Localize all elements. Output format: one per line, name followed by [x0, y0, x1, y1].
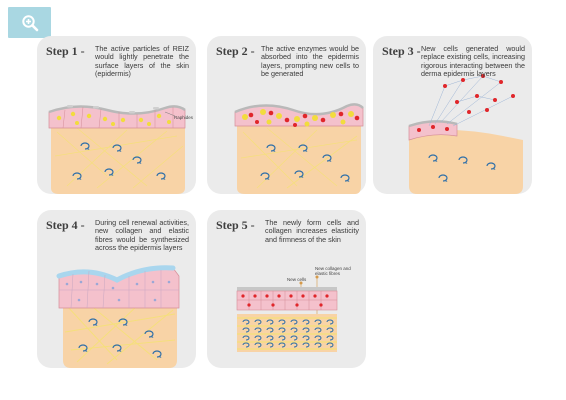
step-1-label: Step 1 -: [46, 44, 85, 58]
raphides-label: Raphides: [174, 115, 194, 120]
step-5-header: Step 5 - The newly form cells and collag…: [216, 218, 359, 264]
step-5-text: The newly form cells and collagen increa…: [265, 218, 359, 244]
step-5-illustration: New cells New collagen and elastic fibre…: [236, 266, 351, 352]
step-2-text: The active enzymes would be absorbed int…: [261, 44, 359, 79]
step-4-illustration: [56, 265, 180, 368]
step-1-text: The active particles of REIZ would light…: [95, 44, 189, 79]
step-1-header: Step 1 - The active particles of REIZ wo…: [46, 44, 189, 90]
step-3-text: New cells generated would replace existi…: [421, 44, 525, 79]
step-4-text: During cell renewal activities, new coll…: [95, 218, 189, 253]
step-3-illustration: [408, 74, 523, 194]
new-collagen-label-1: New collagen and: [315, 266, 351, 271]
step-5-label: Step 5 -: [216, 218, 255, 232]
step-3-card: Step 3 - New cells generated would repla…: [373, 36, 532, 194]
step-4-header: Step 4 - During cell renewal activities,…: [46, 218, 189, 264]
step-4-card: Step 4 - During cell renewal activities,…: [37, 210, 196, 368]
step-4-label: Step 4 -: [46, 218, 85, 232]
new-cells-label: New cells: [287, 277, 307, 282]
step-2-header: Step 2 - The active enzymes would be abs…: [216, 44, 359, 90]
new-collagen-label-2: elastic fibres: [315, 271, 341, 276]
step-2-card: Step 2 - The active enzymes would be abs…: [207, 36, 366, 194]
step-5-card: New cells New collagen and elastic fibre…: [207, 210, 366, 368]
step-2-illustration: [234, 103, 364, 194]
step-3-header: Step 3 - New cells generated would repla…: [382, 44, 525, 90]
zoom-in-icon: [21, 14, 38, 31]
step-3-label: Step 3 -: [382, 44, 421, 58]
step-2-label: Step 2 -: [216, 44, 255, 58]
step-1-illustration: Raphides: [48, 105, 194, 194]
zoom-in-button[interactable]: [8, 7, 51, 38]
step-1-card: Raphides Step 1 - The active particles o…: [37, 36, 196, 194]
